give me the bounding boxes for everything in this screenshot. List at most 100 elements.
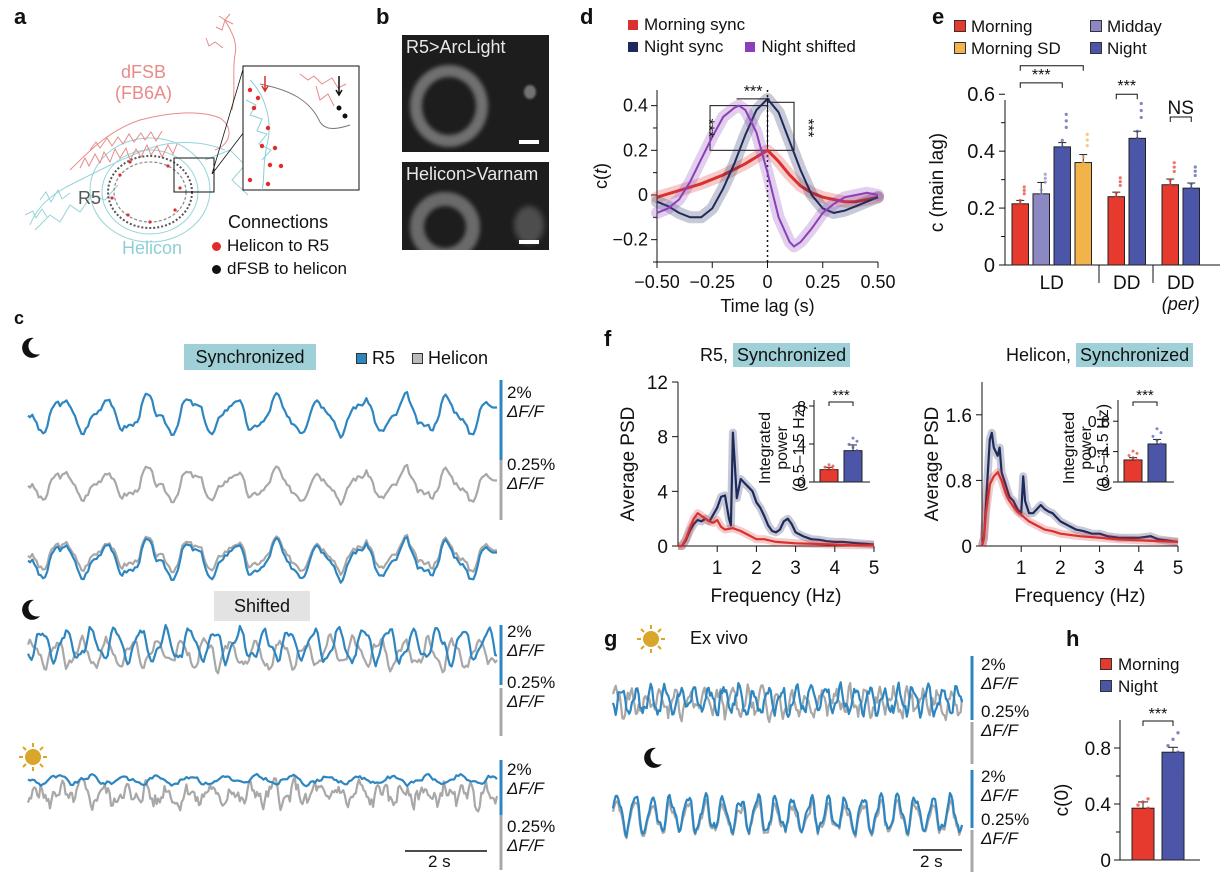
data-point [1136,822,1140,826]
scale-bar [519,140,539,144]
inset-data-point [847,452,851,456]
legend-item: Morning SD [954,38,1090,60]
synchronized-tag: Synchronized [733,343,851,367]
inset-data-point [1135,451,1139,455]
legend-item: Morning [954,16,1090,38]
data-point [1176,750,1180,754]
scale-label-r5: 2% ΔF/F [981,655,1018,693]
y-axis-label: Average PSD [922,407,943,522]
black-dot-icon [212,265,221,274]
panel-label-c: c [14,308,25,328]
data-point [1193,165,1197,169]
data-point [1014,219,1018,223]
data-point [1018,202,1022,206]
y-axis-label: c(0) [1052,784,1073,817]
group-sublabel: (per) [1162,294,1200,314]
inset-data-point [1151,446,1155,450]
series-line-morning-sync [656,148,879,204]
connections-legend-item: Helicon to R5 [212,236,329,256]
x-tick-label: 5 [1173,558,1184,579]
inset-y-tick-label: 0 [1101,475,1110,492]
legend-label: Midday [1107,17,1162,36]
legend-row: Morning Midday [954,16,1222,38]
inset-data-point [851,446,855,450]
x-tick-label: 1 [1016,558,1027,579]
shifted-tag: Shifted [214,591,310,621]
data-point [1064,125,1068,129]
scale-value: 0.25% [507,817,556,836]
title-prefix: R5, [700,345,729,365]
x-axis-label: Time lag (s) [720,296,814,316]
scale-label-r5: 2% ΔF/F [507,760,544,798]
time-scale-label: 2 s [920,852,943,871]
legend-label: Morning sync [644,15,746,34]
data-point [1043,176,1047,180]
inset-y-tick-label: 0 [797,475,806,492]
panel-label-a: a [14,4,27,29]
y-tick-label: 12 [647,373,668,394]
data-point [1185,203,1189,207]
inset-data-point [1135,458,1139,462]
inset-data-point [823,474,827,478]
y-tick-label: 8 [657,428,668,449]
scale-value: 0.25% [981,702,1030,721]
significance-bracket [1019,82,1063,88]
r5-synapse-markers [110,160,182,224]
scale-value: 0.25% [507,455,556,474]
r5-trace-day [27,772,498,788]
legend-swatch [412,353,424,364]
data-point [1043,180,1047,184]
data-point [1135,136,1139,140]
data-point [1189,186,1193,190]
group-label: LD [1040,273,1064,294]
zoom-region-box [173,157,215,193]
data-point [1135,129,1139,133]
data-point [1043,172,1047,176]
y-axis-label: Average PSD [618,407,639,522]
data-point [1060,145,1064,149]
calcium-traces-panel-c [26,380,503,870]
legend-row: Morning SD Night [954,38,1222,60]
scale-label-helicon: 0.25% ΔF/F [507,817,555,855]
data-point [1171,756,1175,761]
data-point [1022,192,1026,196]
micrograph-label: R5>ArcLight [406,37,506,57]
scale-unit: ΔF/F [507,692,544,711]
chart-c0-bars: 0 0.4 0.8 c(0) *** [1052,706,1200,872]
y-tick-label: 0.4 [1085,795,1112,816]
legend-label: Morning [971,17,1033,36]
inset-data-point [851,455,855,459]
micrograph-label: Helicon>Varnam [406,164,539,184]
y-tick-label: 0 [638,185,648,205]
dfsb-label: dFSB (FB6A) [115,62,172,104]
x-tick-label: 3 [1094,558,1105,579]
inset-data-point [823,469,827,473]
data-point [1166,763,1170,767]
scale-value: 2% [507,760,532,779]
scale-unit: ΔF/F [981,721,1018,740]
r5-trace-ex-vivo-night [611,792,964,838]
inset-y-axis-label: Integrated [1061,412,1078,484]
inset-y-axis-label: power [774,426,791,470]
data-point [1114,195,1118,199]
legend-swatch [1090,42,1102,54]
dfsb-arbor [69,13,237,171]
data-point [1146,815,1150,820]
dfsb-label-line1: dFSB [120,62,167,82]
bar-night [1128,137,1146,266]
significance-label: *** [799,119,816,138]
data-point [1014,212,1018,216]
data-point [1018,198,1022,203]
series-line-night-shifted [656,104,879,248]
data-point [1085,138,1089,142]
x-tick-label: −0.50 [634,272,680,292]
data-point [1035,203,1039,208]
legend-label: Night shifted [761,37,856,56]
data-point [1135,143,1139,147]
ex-vivo-label: Ex vivo [690,628,749,648]
data-point [1172,165,1176,169]
significance-label: *** [832,387,850,404]
data-point [1035,207,1039,212]
scale-bar [519,240,539,244]
bar-morning-sd [1074,162,1092,266]
